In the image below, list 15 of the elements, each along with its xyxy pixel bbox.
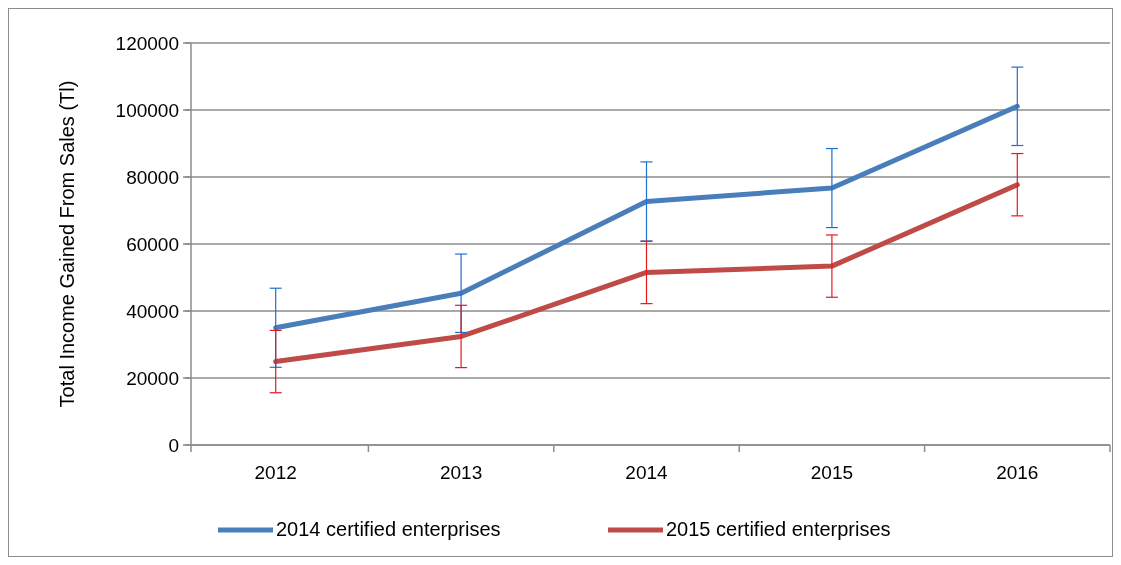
y-tick-label: 20000 [126,367,179,389]
y-tick-label: 80000 [126,166,179,188]
legend-label: 2015 certified enterprises [666,518,891,540]
x-tick-label: 2012 [254,462,297,483]
x-tick-label: 2014 [625,462,669,483]
y-axis-title: Total Income Gained From Sales (Tl) [56,80,78,408]
legend-label: 2014 certified enterprises [276,518,501,540]
y-tick-label: 40000 [126,300,179,322]
y-tick-label: 0 [168,434,179,456]
y-tick-label: 120000 [115,32,179,54]
y-tick-label: 100000 [115,99,179,121]
y-tick-label: 60000 [126,233,179,255]
x-tick-label: 2015 [810,462,854,483]
x-tick-label: 2016 [996,462,1039,483]
x-tick-label: 2013 [439,462,483,483]
